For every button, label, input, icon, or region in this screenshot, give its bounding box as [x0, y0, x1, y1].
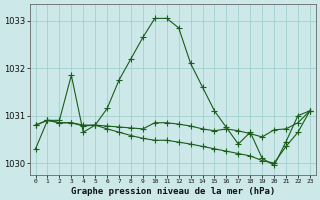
X-axis label: Graphe pression niveau de la mer (hPa): Graphe pression niveau de la mer (hPa)	[71, 187, 275, 196]
